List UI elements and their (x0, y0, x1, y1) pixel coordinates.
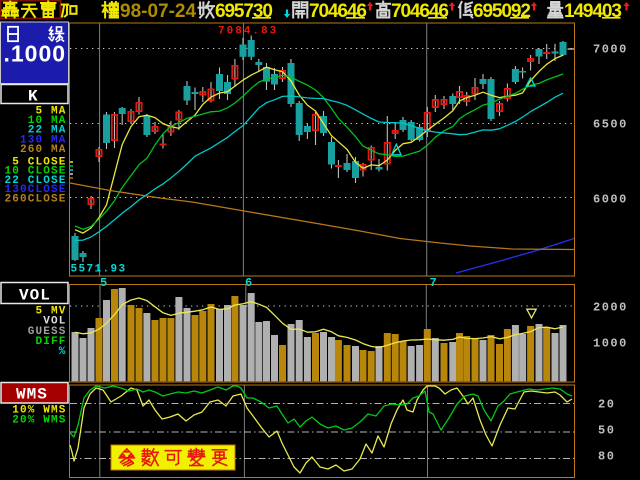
svg-text:7: 7 (430, 276, 437, 290)
svg-text:6500: 6500 (593, 118, 628, 132)
svg-text:22 MA: 22 MA (28, 125, 67, 137)
svg-text:VOL: VOL (43, 315, 66, 327)
svg-text:704646: 704646 (391, 1, 448, 22)
svg-text:20% WMS: 20% WMS (12, 415, 66, 427)
svg-text:149403: 149403 (564, 1, 621, 22)
svg-text:5 MV: 5 MV (35, 306, 66, 318)
svg-text:.1000: .1000 (4, 41, 67, 67)
svg-text:98-07-24: 98-07-24 (120, 1, 196, 22)
svg-text:695092: 695092 (473, 1, 530, 22)
svg-text:695730: 695730 (215, 1, 272, 22)
svg-text:130 MA: 130 MA (20, 134, 67, 146)
svg-text:50: 50 (598, 424, 615, 438)
svg-text:5571.93: 5571.93 (71, 264, 127, 276)
svg-text:22 CLOSE: 22 CLOSE (4, 175, 66, 187)
svg-text:7084.83: 7084.83 (218, 26, 278, 38)
svg-text:7000: 7000 (593, 43, 628, 57)
svg-text:704646: 704646 (309, 1, 366, 22)
svg-text:10 MA: 10 MA (28, 115, 67, 127)
svg-text:5 CLOSE: 5 CLOSE (12, 156, 66, 168)
svg-text:130CLOSE: 130CLOSE (4, 184, 66, 196)
svg-text:260CLOSE: 260CLOSE (4, 194, 66, 206)
svg-text:20: 20 (598, 398, 615, 412)
svg-text:VOL: VOL (19, 287, 51, 305)
svg-text:DIFF: DIFF (35, 336, 66, 348)
svg-text:80: 80 (598, 450, 615, 464)
svg-text:260 MA: 260 MA (20, 144, 67, 156)
svg-text:5 MA: 5 MA (35, 105, 66, 117)
svg-text:5: 5 (100, 276, 107, 290)
svg-text:WMS: WMS (16, 386, 48, 404)
svg-text:2000: 2000 (593, 301, 628, 315)
svg-text:6: 6 (245, 276, 252, 290)
svg-text:10% WMS: 10% WMS (12, 405, 66, 417)
svg-text:GUESS: GUESS (28, 326, 67, 338)
svg-text:%: % (59, 346, 67, 358)
svg-text:K: K (28, 88, 38, 106)
svg-text:1000: 1000 (593, 337, 628, 351)
svg-text:6000: 6000 (593, 193, 628, 207)
svg-text:10 CLOSE: 10 CLOSE (4, 166, 66, 178)
